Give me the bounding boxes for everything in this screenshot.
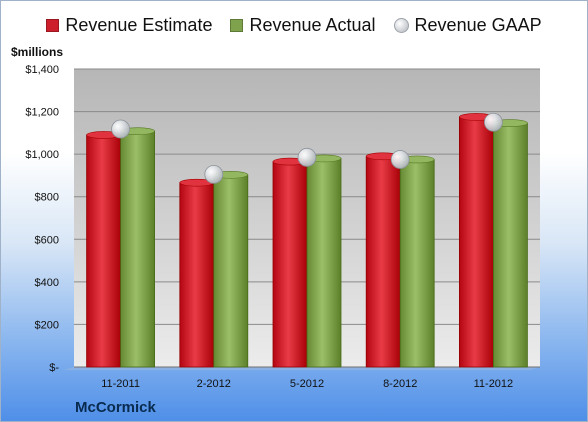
legend-swatch-revenue-actual <box>230 18 244 32</box>
bar-revenue-estimate <box>458 116 494 368</box>
legend-label-revenue-estimate: Revenue Estimate <box>65 14 213 35</box>
y-tick-label: $- <box>49 362 59 374</box>
point-revenue-gaap <box>111 119 130 139</box>
legend-swatch-revenue-gaap <box>393 17 409 33</box>
point-revenue-gaap <box>390 150 410 169</box>
x-tick-label: 11-2011 <box>101 378 140 390</box>
legend-label-revenue-gaap: Revenue GAAP <box>414 14 542 35</box>
bar-revenue-actual <box>306 157 342 368</box>
bar-revenue-actual <box>120 130 155 368</box>
bar-revenue-estimate <box>365 155 401 368</box>
bar-revenue-actual <box>399 159 435 368</box>
bar-revenue-actual <box>213 174 249 368</box>
legend-item-revenue-gaap: Revenue GAAP <box>393 14 542 36</box>
legend-label-revenue-actual: Revenue Actual <box>249 14 376 35</box>
y-tick-label: $200 <box>35 319 59 331</box>
legend-item-revenue-actual: Revenue Actual <box>230 14 376 36</box>
x-tick-label: 2-2012 <box>197 378 231 390</box>
bar-revenue-estimate <box>272 161 308 368</box>
plot-floor <box>64 367 540 370</box>
point-revenue-gaap <box>297 147 317 167</box>
y-tick-label: $400 <box>35 277 59 289</box>
y-tick-label: $1,000 <box>25 149 59 161</box>
x-tick-label: 5-2012 <box>290 378 324 390</box>
y-tick-label: $600 <box>35 234 59 246</box>
y-tick-label: $1,400 <box>25 64 59 76</box>
point-revenue-gaap <box>204 164 224 184</box>
legend-swatch-revenue-estimate <box>46 18 60 32</box>
y-axis-units-label: $millions <box>11 45 64 59</box>
y-tick-label: $1,200 <box>25 107 59 119</box>
company-label: McCormick <box>75 399 156 416</box>
point-revenue-gaap <box>483 112 503 132</box>
y-tick-label: $800 <box>35 192 59 204</box>
bar-revenue-estimate <box>179 182 215 368</box>
x-tick-label: 11-2012 <box>474 378 514 390</box>
bar-revenue-estimate <box>86 134 121 368</box>
x-tick-label: 8-2012 <box>383 378 417 390</box>
legend: Revenue Estimate Revenue Actual Revenue … <box>1 11 587 39</box>
bar-revenue-actual <box>492 122 528 368</box>
legend-item-revenue-estimate: Revenue Estimate <box>46 15 212 36</box>
